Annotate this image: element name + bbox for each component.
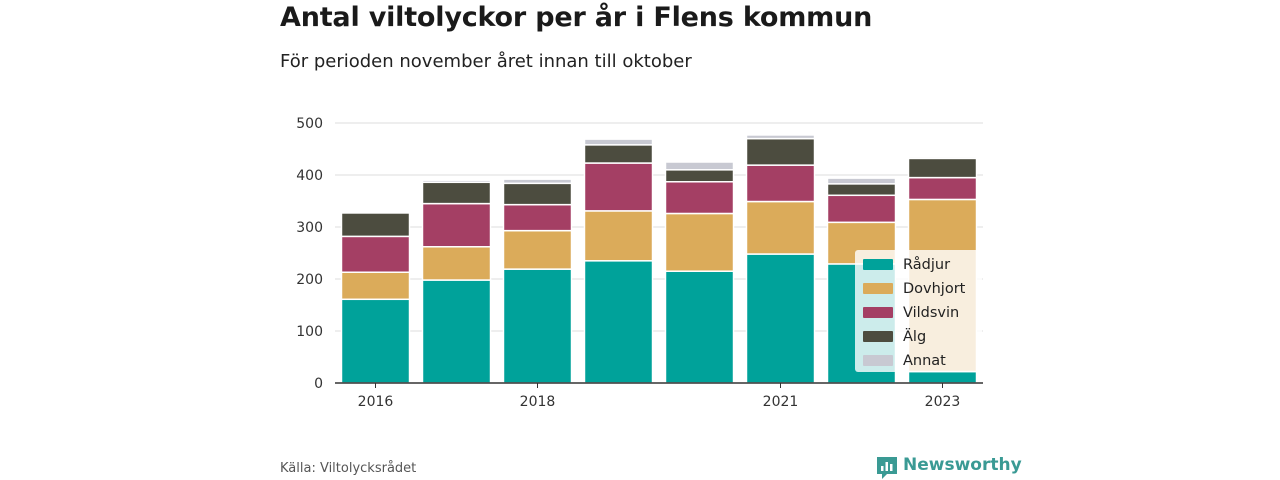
- bar-segment: [421, 246, 492, 281]
- chart-subtitle: För perioden november året innan till ok…: [280, 51, 692, 72]
- legend-swatch: [863, 331, 893, 342]
- bar-segment: [664, 270, 735, 384]
- bar-segment: [826, 194, 897, 224]
- bar-segment: [907, 370, 978, 384]
- y-tick-label: 400: [296, 168, 323, 184]
- bar-segment: [664, 212, 735, 272]
- source-note: Källa: Viltolycksrådet: [280, 461, 417, 476]
- x-tick-label: 2021: [763, 394, 799, 410]
- bar-segment: [340, 212, 411, 238]
- bar-segment: [745, 164, 816, 203]
- y-tick-label: 200: [296, 272, 323, 288]
- bar-segment: [502, 203, 573, 232]
- legend-label: Dovhjort: [903, 281, 966, 297]
- chart-title: Antal viltolyckor per år i Flens kommun: [280, 2, 873, 33]
- legend-swatch: [863, 307, 893, 318]
- newsworthy-logo-icon: [877, 457, 897, 479]
- bar-segment: [745, 137, 816, 166]
- bar-segment: [583, 260, 654, 384]
- y-tick-label: 300: [296, 220, 323, 236]
- bar-segment: [583, 138, 654, 146]
- bar-segment: [664, 161, 735, 171]
- bar-segment: [826, 183, 897, 197]
- bar-segment: [502, 182, 573, 206]
- bar-segment: [583, 162, 654, 212]
- legend-label: Vildsvin: [903, 305, 960, 321]
- bar-segment: [502, 229, 573, 270]
- chart-legend: Rådjur Dovhjort Vildsvin Älg Annat: [855, 250, 982, 372]
- bar-segment: [340, 271, 411, 301]
- x-tick-label: 2023: [925, 394, 961, 410]
- bar-segment: [340, 235, 411, 273]
- bar-segment: [421, 202, 492, 248]
- y-tick-label: 0: [314, 376, 323, 392]
- bar-segment: [907, 176, 978, 201]
- bar-segment: [745, 200, 816, 255]
- bar-segment: [907, 157, 978, 179]
- legend-label: Rådjur: [903, 257, 951, 273]
- bar-segment: [421, 181, 492, 205]
- bar-segment: [664, 169, 735, 183]
- x-tick-label: 2018: [520, 394, 556, 410]
- bar-segment: [907, 156, 978, 160]
- bar-segment: [421, 179, 492, 184]
- bar-segment: [583, 210, 654, 262]
- y-tick-label: 500: [296, 116, 323, 132]
- x-tick-label: 2016: [358, 394, 394, 410]
- stacked-bar-chart: 0 100 200 300 400 500 2016 2018 2021 2023: [296, 116, 983, 410]
- y-tick-label: 100: [296, 324, 323, 340]
- bar-segment: [340, 298, 411, 384]
- bar-segment: [583, 144, 654, 164]
- bar-segment: [745, 253, 816, 384]
- bar-segment: [421, 279, 492, 384]
- legend-swatch: [863, 355, 893, 366]
- legend-swatch: [863, 283, 893, 294]
- bar-segment: [745, 134, 816, 140]
- bar-segment: [826, 177, 897, 185]
- bar-segment: [664, 181, 735, 215]
- bar-segment: [502, 178, 573, 185]
- bar-segment: [502, 268, 573, 384]
- legend-swatch: [863, 259, 893, 270]
- newsworthy-logo-text: Newsworthy: [903, 455, 1022, 475]
- legend-label: Älg: [903, 329, 927, 345]
- legend-label: Annat: [903, 353, 946, 369]
